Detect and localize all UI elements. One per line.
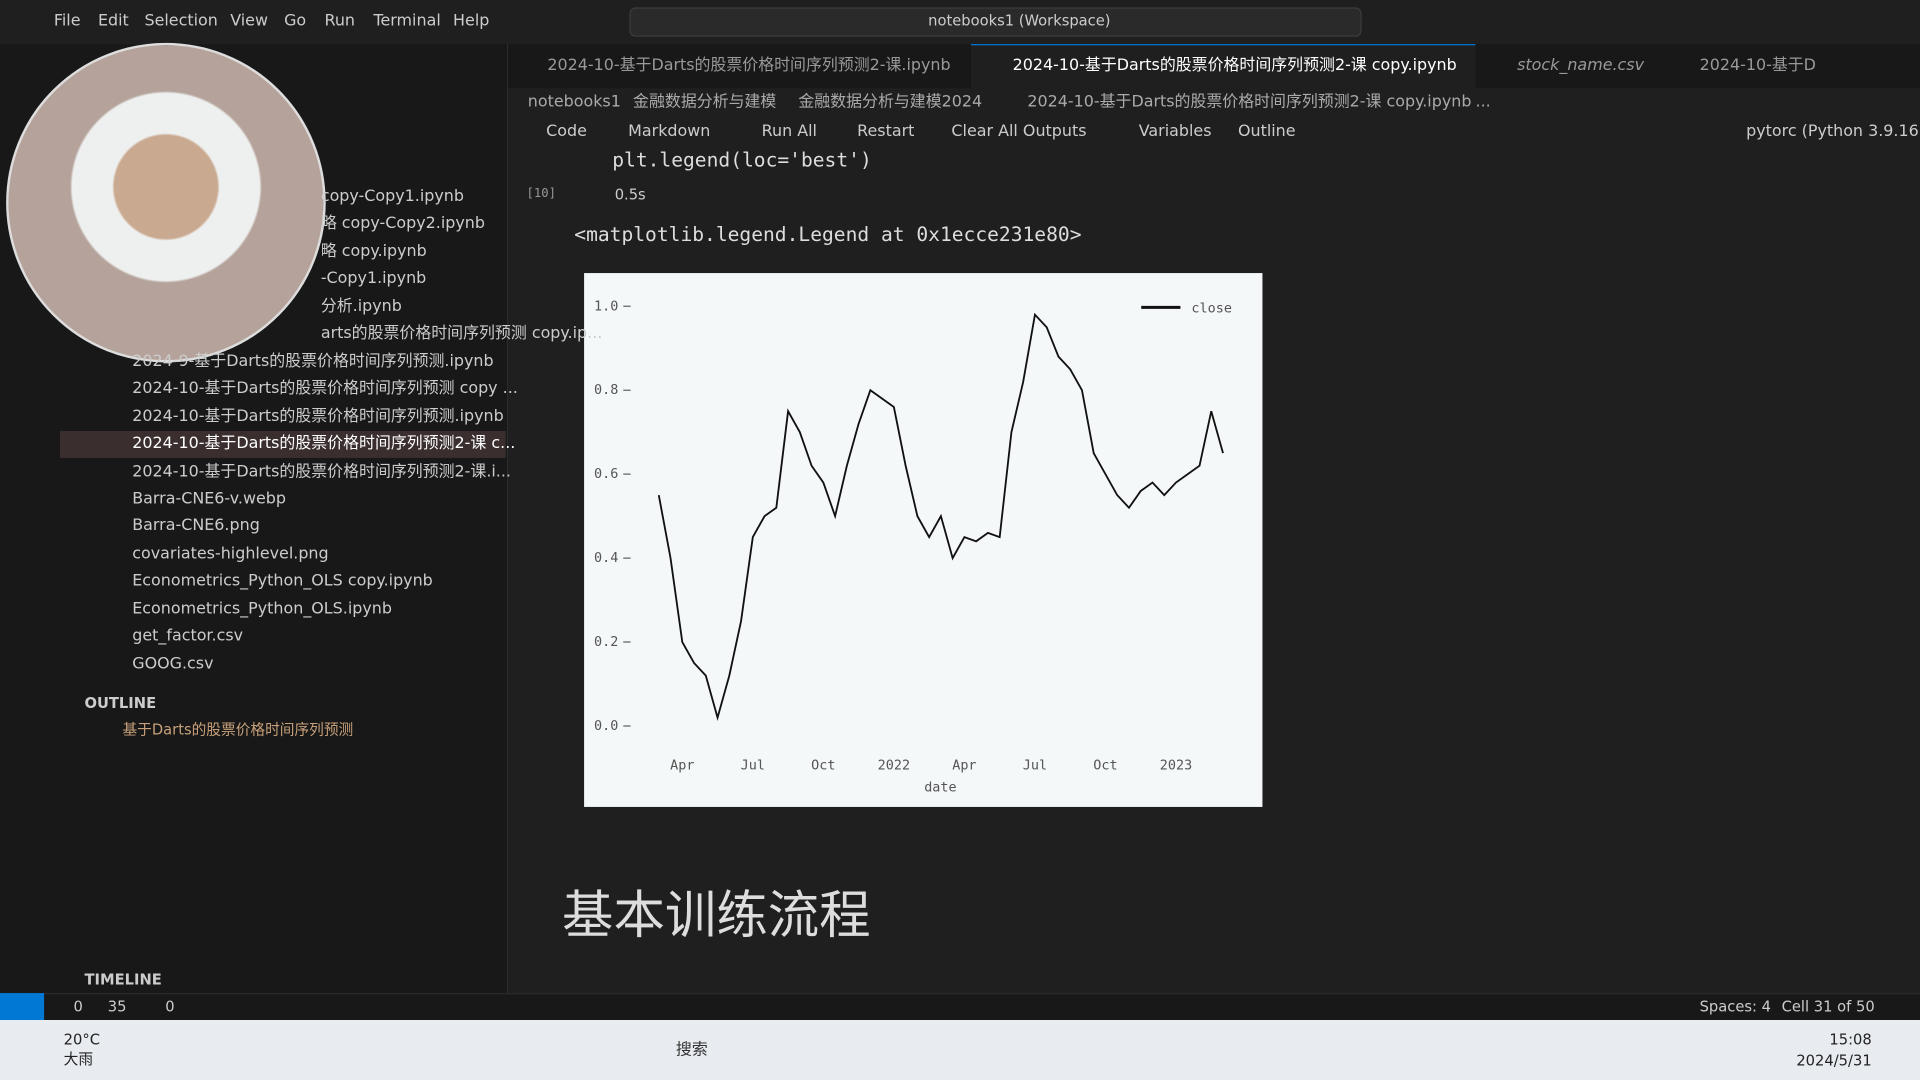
clock-date[interactable]: 2024/5/31 [1796,1051,1872,1069]
file-item[interactable]: Barra-CNE6-v.webp [132,489,287,509]
toolbar-button[interactable]: Outline [1237,122,1296,141]
menu-item[interactable]: File [53,12,81,31]
tab[interactable]: 2024-10-基于D [1699,56,1816,75]
x-tick-label: Apr [670,758,694,773]
file-item[interactable]: 2024-10-基于Darts的股票价格时间序列预测2-课 c... [132,434,516,454]
error-count[interactable]: 0 [73,997,83,1016]
tab[interactable]: 2024-10-基于Darts的股票价格时间序列预测2-课.ipynb [547,56,951,75]
remote-indicator[interactable] [0,993,45,1021]
file-item[interactable]: Econometrics_Python_OLS copy.ipynb [132,572,433,591]
toolbar-button[interactable]: Code [546,122,587,141]
file-item[interactable]: 2024-9-基于Darts的股票价格时间序列预测.ipynb [132,352,494,371]
taskbar-search[interactable]: 搜索 [675,1040,708,1060]
file-item[interactable]: arts的股票价格时间序列预测 copy.ip... [320,324,603,344]
file-item[interactable]: covariates-highlevel.png [132,544,329,564]
breadcrumb-item[interactable]: notebooks1 [527,93,621,112]
menu-item[interactable]: Go [284,12,307,31]
x-tick-label: Jul [741,758,765,773]
toolbar-button[interactable]: Restart [857,122,915,141]
x-tick-label: 2022 [878,758,910,773]
toolbar-button[interactable]: Markdown [628,122,711,141]
timeline-header[interactable]: TIMELINE [84,971,162,989]
breadcrumb-item[interactable]: 金融数据分析与建模2024 [798,93,983,112]
x-axis-label: date [924,780,956,795]
outline-header[interactable]: OUTLINE [84,694,157,712]
legend-label: close [1191,302,1231,317]
y-tick-label: 0.0 [594,719,618,734]
selected-file-row [60,431,506,458]
file-item[interactable]: 略 copy-Copy2.ipynb [320,214,485,234]
file-item[interactable]: 2024-10-基于Darts的股票价格时间序列预测.ipynb [132,407,504,426]
line-series [657,312,1224,721]
menu-item[interactable]: Terminal [373,12,441,31]
y-tick-label: 0.6 [594,467,618,482]
execution-count: [10] [526,187,557,201]
x-tick-label: Oct [1093,758,1117,773]
file-item[interactable]: copy-Copy1.ipynb [320,187,465,206]
clock-time[interactable]: 15:08 [1829,1031,1872,1049]
breadcrumb-item[interactable]: ... [1475,93,1491,112]
toolbar-button[interactable]: Clear All Outputs [951,122,1087,141]
status-bar [0,993,1920,1022]
outline-item[interactable]: 基于Darts的股票价格时间序列预测 [122,721,354,739]
file-item[interactable]: Econometrics_Python_OLS.ipynb [132,599,392,619]
x-tick-label: 2023 [1160,758,1192,773]
search-box[interactable]: notebooks1 (Workspace) [928,12,1111,30]
x-tick-label: Oct [811,758,835,773]
y-tick-label: 0.4 [594,551,618,566]
active-tab[interactable] [971,44,1476,90]
tab[interactable]: stock_name.csv [1517,56,1645,75]
indent-setting[interactable]: Spaces: 4 [1699,997,1771,1016]
file-item[interactable]: Barra-CNE6.png [132,517,260,536]
menu-item[interactable]: Run [324,12,356,31]
menu-item[interactable]: Help [453,12,490,31]
breadcrumb-item[interactable]: 金融数据分析与建模 [633,93,777,112]
file-item[interactable]: get_factor.csv [132,627,244,646]
cell-indicator[interactable]: Cell 31 of 50 [1781,997,1875,1016]
y-tick-label: 0.2 [594,635,618,650]
execution-time: 0.5s [614,186,646,204]
file-item[interactable]: 2024-10-基于Darts的股票价格时间序列预测2-课.i... [132,462,511,481]
x-tick-label: Jul [1023,758,1047,773]
file-item[interactable]: -Copy1.ipynb [320,269,427,289]
tab[interactable]: 2024-10-基于Darts的股票价格时间序列预测2-课 copy.ipynb [1012,56,1457,75]
taskbar [0,1020,1920,1080]
toolbar-button[interactable]: Run All [761,122,817,141]
weather-desc[interactable]: 大雨 [63,1050,94,1068]
file-item[interactable]: 略 copy.ipynb [320,242,427,261]
y-tick-label: 0.8 [594,383,618,398]
file-item[interactable]: GOOG.csv [132,654,214,674]
menu-item[interactable]: View [230,12,268,31]
menu-item[interactable]: Edit [97,12,129,31]
markdown-heading: 基本训练流程 [562,885,871,946]
file-item[interactable]: 2024-10-基于Darts的股票价格时间序列预测 copy ... [132,379,518,399]
chart: 0.0 0.2 0.4 0.6 0.8 1.0 Apr Jul Oct 2022 Apr Jul Oct… [584,273,1263,807]
breadcrumb-item[interactable]: 2024-10-基于Darts的股票价格时间序列预测2-课 copy.ipynb [1027,93,1472,112]
toolbar-button[interactable]: Variables [1138,122,1212,141]
menu-item[interactable]: Selection [144,12,218,31]
y-tick-label: 1.0 [594,299,618,314]
command-center[interactable] [629,7,1362,37]
weather-temp[interactable]: 20°C [63,1031,100,1049]
x-tick-label: Apr [952,758,976,773]
warning-count[interactable]: 35 [107,997,127,1016]
code-cell[interactable] [575,137,1905,206]
ports-count[interactable]: 0 [165,997,175,1016]
file-item[interactable]: 分析.ipynb [320,297,402,316]
code-line: plt.legend(loc='best') [612,148,872,172]
webcam-overlay [6,42,326,363]
output-text: <matplotlib.legend.Legend at 0x1ecce231e… [574,222,1082,247]
kernel-picker[interactable]: pytorc (Python 3.9.16) [1746,122,1920,141]
